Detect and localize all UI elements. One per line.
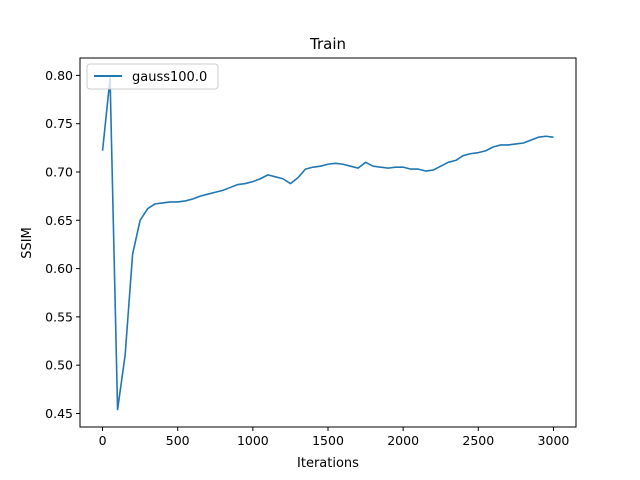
- x-axis-label: Iterations: [297, 456, 359, 471]
- legend: gauss100.0: [86, 63, 219, 90]
- x-tick-label: 2500: [462, 433, 494, 448]
- y-tick-label: 0.65: [45, 213, 73, 228]
- y-tick-label: 0.55: [45, 309, 73, 324]
- y-axis: 0.45 0.50 0.55 0.60 0.65 0.70 0.75 0.80: [45, 68, 80, 421]
- x-tick-label: 2000: [387, 433, 419, 448]
- y-tick-label: 0.60: [45, 261, 73, 276]
- y-tick-label: 0.75: [45, 116, 73, 131]
- series-layer: [101, 77, 554, 411]
- x-tick-label: 3000: [538, 433, 570, 448]
- y-tick-label: 0.70: [45, 164, 73, 179]
- y-tick-label: 0.50: [45, 358, 73, 373]
- x-tick-label: 500: [166, 433, 190, 448]
- series-line-gauss100: [101, 77, 554, 411]
- x-tick-label: 1000: [237, 433, 269, 448]
- x-tick-label: 1500: [312, 433, 344, 448]
- legend-box: [86, 63, 219, 90]
- legend-label: gauss100.0: [132, 70, 207, 85]
- chart-title: Train: [309, 35, 346, 53]
- y-axis-label: SSIM: [20, 227, 35, 259]
- x-axis: 0 500 1000 1500 2000 2500 3000: [99, 427, 570, 448]
- y-tick-label: 0.45: [45, 406, 73, 421]
- x-tick-label: 0: [99, 433, 107, 448]
- y-tick-label: 0.80: [45, 68, 73, 83]
